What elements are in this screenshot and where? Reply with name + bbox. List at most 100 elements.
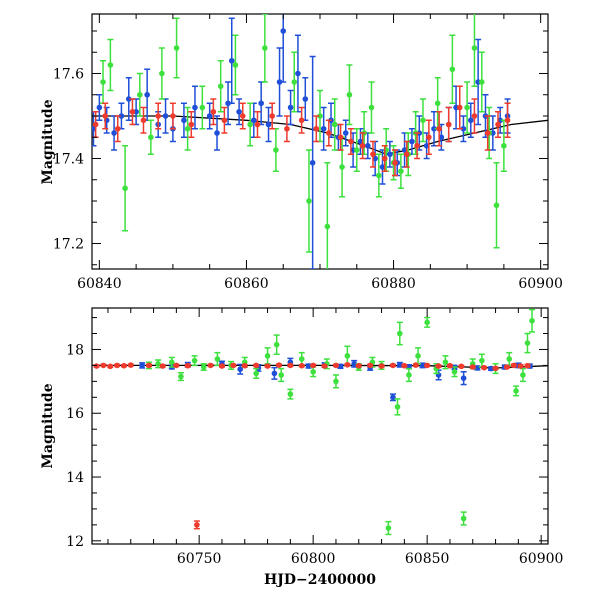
bottom-data-point	[355, 362, 362, 369]
top-data-point	[426, 134, 432, 141]
bottom-data-point	[390, 394, 396, 401]
bottom-x-tick-label: 60800	[291, 551, 336, 567]
bottom-data-point	[529, 317, 535, 324]
top-data-point	[114, 125, 121, 132]
top-data-point	[471, 113, 478, 119]
bottom-data-point	[333, 362, 339, 369]
top-data-point	[155, 113, 161, 119]
top-data-point	[262, 45, 268, 51]
top-y-tick-label: 17.4	[53, 152, 84, 168]
bottom-data-point	[184, 362, 191, 369]
top-data-point	[504, 117, 511, 124]
top-data-point	[162, 113, 169, 119]
bottom-y-axis-label: Magnitude	[40, 383, 56, 468]
top-data-point	[107, 62, 114, 68]
bottom-data-point	[271, 370, 278, 377]
bottom-data-point	[524, 362, 531, 369]
top-x-tick-label: 60840	[77, 276, 122, 292]
top-data-point	[368, 104, 375, 111]
bottom-data-point	[337, 363, 344, 370]
top-data-point	[414, 142, 420, 149]
top-data-point	[125, 96, 132, 102]
bottom-data-point	[424, 362, 430, 369]
bottom-data-point	[100, 362, 107, 369]
bottom-data-point	[488, 365, 494, 372]
top-data-point	[309, 159, 316, 166]
bottom-data-point	[321, 363, 328, 369]
bottom-x-tick-label: 60900	[519, 551, 564, 567]
bottom-data-point	[520, 372, 526, 378]
top-data-point	[331, 121, 338, 128]
top-data-point	[420, 117, 426, 124]
bottom-data-point	[397, 330, 403, 337]
top-data-point	[464, 104, 470, 111]
bottom-data-point	[298, 362, 305, 369]
bottom-data-point	[121, 362, 127, 369]
top-data-point	[210, 108, 217, 115]
top-data-point	[295, 70, 301, 77]
bottom-data-point	[474, 365, 481, 371]
top-data-point	[372, 155, 378, 162]
top-data-point	[199, 104, 206, 111]
bottom-data-point	[511, 362, 517, 369]
top-data-point	[111, 130, 117, 136]
top-data-point	[313, 125, 320, 132]
bottom-data-point	[241, 362, 248, 369]
bottom-data-point	[194, 522, 200, 528]
top-data-point	[148, 134, 154, 141]
top-data-point	[306, 198, 312, 204]
top-data-point	[173, 45, 180, 51]
top-data-point	[326, 130, 332, 136]
bottom-data-point	[406, 372, 412, 378]
top-data-point	[339, 164, 345, 170]
top-data-point	[144, 91, 150, 98]
bottom-data-point	[447, 362, 453, 369]
top-axes: 60840 60860 60880 60900 17.2 17.4 17.6	[53, 14, 563, 292]
top-data-point	[214, 130, 220, 136]
bottom-data-point	[146, 362, 152, 369]
bottom-data-point	[394, 404, 401, 410]
top-data-point	[501, 142, 507, 149]
top-data-point	[484, 130, 491, 136]
bottom-y-tick-label: 16	[66, 406, 84, 422]
top-data-point	[181, 117, 187, 124]
top-data-point	[348, 138, 354, 145]
bottom-data-point	[298, 356, 305, 362]
top-data-point	[357, 138, 364, 145]
top-data-point	[317, 113, 323, 119]
bottom-data-point	[237, 366, 243, 373]
bottom-series-2	[93, 361, 531, 530]
bottom-panel-frame	[91, 307, 549, 545]
bottom-data-point	[155, 361, 161, 367]
top-data-point	[170, 113, 176, 119]
top-data-point	[449, 66, 456, 73]
top-data-point	[456, 104, 463, 111]
top-data-point	[342, 130, 349, 136]
top-data-point	[192, 104, 198, 111]
top-y-tick-label: 17.2	[53, 237, 84, 253]
bottom-data-point	[207, 362, 214, 369]
top-data-point	[137, 91, 143, 98]
top-x-tick-label: 60900	[518, 276, 563, 292]
top-data-point	[284, 125, 290, 132]
bottom-data-point	[253, 370, 259, 377]
top-data-point	[188, 121, 195, 128]
top-series-1	[100, 14, 507, 269]
top-data-point	[353, 147, 360, 153]
bottom-data-point	[127, 362, 134, 368]
top-data-point	[251, 117, 257, 124]
bottom-data-point	[419, 362, 426, 369]
top-data-point	[276, 79, 283, 85]
bottom-data-point	[524, 340, 531, 346]
top-data-point	[436, 125, 442, 132]
top-data-point	[254, 121, 261, 128]
top-data-point	[346, 91, 353, 98]
top-data-point	[409, 138, 415, 145]
top-data-point	[100, 79, 106, 85]
top-y-axis-label: Magnitude	[40, 99, 56, 184]
bottom-data-point	[385, 525, 392, 531]
bottom-data-point	[344, 361, 351, 368]
bottom-data-point	[513, 388, 519, 394]
top-data-point	[129, 108, 136, 115]
top-data-point	[273, 147, 279, 153]
